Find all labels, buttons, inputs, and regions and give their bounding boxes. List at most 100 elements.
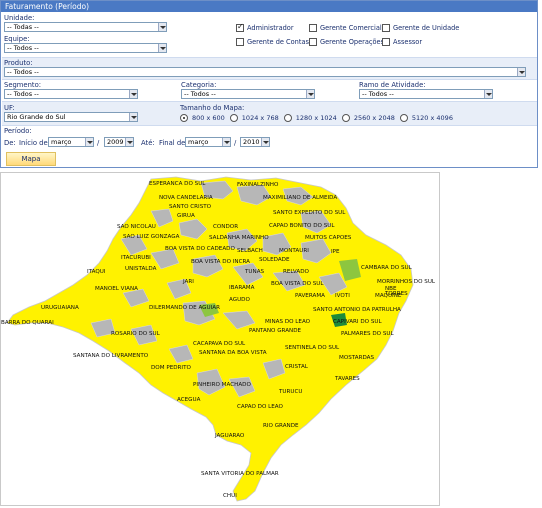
city-label: SANTO CRISTO <box>169 204 212 210</box>
city-label: MAXIMILIANO DE ALMEIDA <box>263 195 338 201</box>
categoria-select[interactable]: -- Todos -- <box>181 89 315 99</box>
periodo-label: Período: <box>4 127 32 135</box>
radio-icon[interactable] <box>229 114 238 122</box>
city-label: MORRINHOS DO SUL <box>377 279 436 285</box>
city-label: JAGUARAO <box>215 433 245 439</box>
city-label: MONTAURI <box>279 248 309 254</box>
equipe-select[interactable]: -- Todos -- <box>4 43 167 53</box>
map-size-option: 1024 x 768 <box>241 114 279 122</box>
inicio-year-value: 2009 <box>107 138 124 146</box>
city-label: IVOTI <box>335 293 350 299</box>
chevron-down-icon <box>517 68 525 76</box>
produto-select[interactable]: -- Todos -- <box>4 67 526 77</box>
role-label: Assessor <box>393 38 423 46</box>
checkbox-icon <box>382 38 390 46</box>
city-label: UNISTALDA <box>125 266 157 272</box>
checkbox-icon <box>309 24 317 32</box>
segmento-value: -- Todos -- <box>7 90 39 98</box>
radio-selected-icon[interactable] <box>180 114 188 122</box>
checkbox-checked-icon <box>236 22 244 32</box>
map-size-label: Tamanho do Mapa: <box>180 104 245 112</box>
city-label: DOM PEDRITO <box>151 365 191 371</box>
final-month-select[interactable]: março <box>185 137 231 147</box>
role-gerente-operacoes[interactable]: Gerente Operações <box>309 38 384 46</box>
city-label: GIRUA <box>177 213 195 219</box>
city-label: BOA VISTA DO CADEADO <box>165 246 235 252</box>
city-label: NBE <box>385 286 397 292</box>
role-label: Gerente de Unidade <box>393 24 460 32</box>
checkbox-icon <box>382 24 390 32</box>
city-label: TORRES <box>385 291 408 297</box>
city-label: CAPAO BONITO DO SUL <box>269 223 335 229</box>
unidade-select[interactable]: -- Todas -- <box>4 22 167 32</box>
role-gerente-unidade[interactable]: Gerente de Unidade <box>382 24 459 32</box>
final-year-select[interactable]: 2010 <box>240 137 270 147</box>
city-label: SALDANHA MARINHO <box>209 235 269 241</box>
row-produto: Produto: -- Todos -- <box>2 57 537 79</box>
state-shape <box>6 176 414 502</box>
no-data-regions <box>90 180 348 398</box>
map-size-option: 2560 x 2048 <box>353 114 395 122</box>
ramo-label: Ramo de Atividade: <box>359 81 426 89</box>
inicio-year-select[interactable]: 2009 <box>104 137 134 147</box>
city-label: URUGUAIANA <box>41 305 79 311</box>
row-segmento: Segmento: -- Todos -- Categoria: -- Todo… <box>2 79 537 101</box>
city-label: MOSTARDAS <box>339 355 375 361</box>
final-label: Final de <box>159 139 186 147</box>
map-size-option: 800 x 600 <box>192 114 225 122</box>
unidade-value: -- Todas -- <box>7 23 39 31</box>
categoria-label: Categoria: <box>181 81 217 89</box>
segmento-select[interactable]: -- Todos -- <box>4 89 138 99</box>
city-label: SELBACH <box>237 248 263 254</box>
map-view[interactable]: ESPERANCA DO SUL FAXINALZINHO NOVA CANDELA… <box>0 172 440 506</box>
inicio-month-value: março <box>51 138 72 146</box>
radio-icon[interactable] <box>283 114 292 122</box>
role-label: Gerente de Contas <box>247 38 309 46</box>
radio-icon[interactable] <box>341 114 350 122</box>
highlight-regions <box>199 259 361 327</box>
city-label: PINHEIRO MACHADO <box>193 382 251 388</box>
city-label: AGUDO <box>229 297 250 303</box>
produto-value: -- Todos -- <box>7 68 39 76</box>
date-separator: / <box>234 139 237 147</box>
row-uf: UF: Rio Grande do Sul Tamanho do Mapa: 8… <box>2 101 537 125</box>
radio-icon[interactable] <box>399 114 408 122</box>
equipe-label: Equipe: <box>4 35 30 43</box>
city-label: SANTA VITORIA DO PALMAR <box>201 471 279 477</box>
unidade-label: Unidade: <box>4 14 35 22</box>
city-label: SANTO ANTONIO DA PATRULHA <box>313 307 401 313</box>
city-label: CAMBARA DO SUL <box>361 265 412 271</box>
map-size-option: 5120 x 4096 <box>411 114 453 122</box>
filter-panel: Faturamento (Período) Unidade: -- Todas … <box>0 0 538 168</box>
chevron-down-icon <box>484 90 492 98</box>
city-label: SOLEDADE <box>259 257 290 263</box>
city-label: ITAQUI <box>87 269 106 275</box>
uf-select[interactable]: Rio Grande do Sul <box>4 112 138 122</box>
state-map <box>6 176 414 502</box>
city-label: PAVERAMA <box>295 293 325 299</box>
city-label: TUNAS <box>245 269 265 275</box>
ramo-select[interactable]: -- Todos -- <box>359 89 493 99</box>
role-administrador[interactable]: Administrador <box>236 22 294 32</box>
role-gerente-contas[interactable]: Gerente de Contas <box>236 38 309 46</box>
role-assessor[interactable]: Assessor <box>382 38 422 46</box>
chevron-down-icon <box>306 90 314 98</box>
city-label: BOA VISTA DO INCRA <box>191 259 250 265</box>
city-label: SANTANA DA BOA VISTA <box>199 350 267 356</box>
chevron-down-icon <box>158 44 166 52</box>
city-label: MUITOS CAPOES <box>305 235 352 241</box>
chevron-down-icon <box>129 90 137 98</box>
inicio-month-select[interactable]: março <box>48 137 94 147</box>
mapa-button[interactable]: Mapa <box>6 152 56 166</box>
role-gerente-comercial[interactable]: Gerente Comercial <box>309 24 382 32</box>
chevron-down-icon <box>158 23 166 31</box>
city-label: DILERMANDO DE AGUIAR <box>149 305 220 311</box>
city-label: CACAPAVA DO SUL <box>193 341 246 347</box>
produto-label: Produto: <box>4 59 33 67</box>
city-label: ACEGUA <box>177 397 201 403</box>
city-label: CHUI <box>223 493 237 499</box>
city-label: MAQUINE <box>375 293 402 299</box>
city-label: CONDOR <box>213 224 239 230</box>
map-size-option: 1280 x 1024 <box>295 114 337 122</box>
city-label: MANOEL VIANA <box>95 286 138 292</box>
